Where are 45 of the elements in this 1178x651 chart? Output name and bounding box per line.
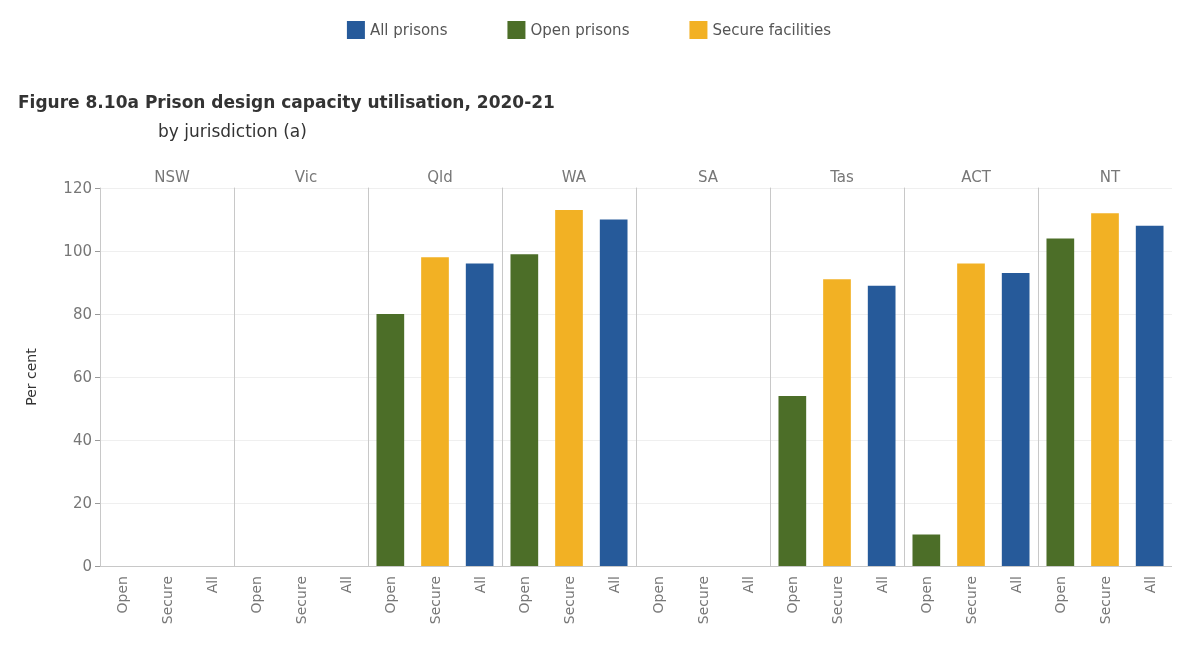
x-tick-label: Open [784, 576, 801, 614]
x-tick-label: All [1141, 576, 1158, 594]
y-tick-label: 0 [82, 557, 92, 575]
y-tick-label: 60 [72, 368, 92, 386]
x-tick-label: All [873, 576, 890, 594]
y-tick-label: 100 [63, 242, 92, 260]
x-tick-label: Secure [159, 576, 175, 625]
chart-title: WA [561, 167, 587, 186]
x-tick-label: Secure [561, 576, 577, 625]
chart-title: NT [1099, 167, 1122, 186]
x-tick-label: Open [516, 576, 533, 614]
x-tick-label: All [1007, 576, 1024, 594]
x-tick-label: All [337, 576, 354, 594]
chart-title: ACT [961, 167, 992, 186]
x-tick-label: Open [1052, 576, 1069, 614]
y-axis-title: Per cent [23, 347, 39, 406]
x-tick-label: Secure [695, 576, 711, 625]
chart-title: Qld [427, 167, 453, 186]
text: by jurisdiction (a) [158, 120, 307, 141]
x-tick-label: Secure [963, 576, 979, 625]
x-tick-label: Secure [829, 576, 845, 625]
caption: Figure 8.10a Prison design capacity utilisation, 2020-21 [18, 91, 555, 112]
y-tick-label: 120 [63, 179, 92, 197]
legend-label: Secure facilities [712, 21, 832, 39]
x-tick-label: Secure [427, 576, 443, 625]
x-tick-label: All [471, 576, 488, 594]
x-tick-label: All [203, 576, 220, 594]
y-tick-label: 40 [72, 431, 92, 449]
x-tick-label: Secure [293, 576, 309, 625]
x-tick-label: Open [650, 576, 667, 614]
x-tick-label: All [605, 576, 622, 594]
x-tick-label: Open [918, 576, 935, 614]
x-tick-label: Open [114, 576, 131, 614]
legend-label: Open prisons [530, 21, 630, 39]
chart-title: NSW [154, 167, 190, 186]
y-tick-label: 20 [72, 494, 92, 512]
y-tick-label: 80 [72, 305, 92, 323]
legend-label: All prisons [369, 21, 448, 39]
chart-title: Vic [294, 167, 318, 186]
chart-title: SA [697, 167, 719, 186]
x-tick-label: Open [248, 576, 265, 614]
chart-title: Tas [829, 167, 855, 186]
x-tick-label: Secure [1097, 576, 1113, 625]
x-tick-label: All [739, 576, 756, 594]
x-tick-label: Open [382, 576, 399, 614]
